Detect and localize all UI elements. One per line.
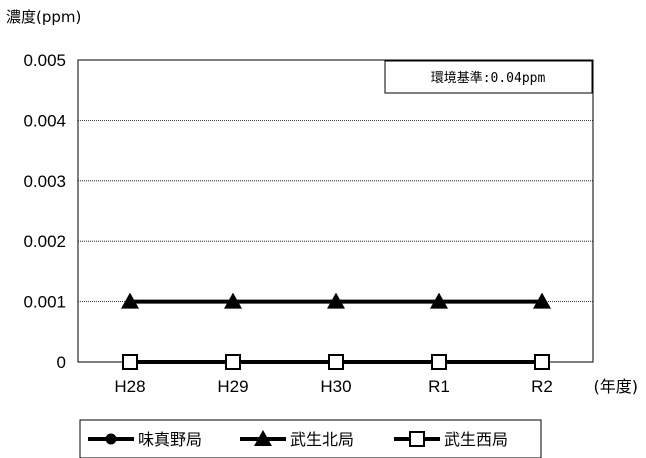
y-tick-label: 0.003 [23,172,66,191]
x-tick-label: R2 [531,377,553,396]
data-point-triangle [327,292,345,309]
data-point-square [225,354,241,370]
y-tick-label: 0.004 [23,111,66,130]
y-tick-labels: 0 0.001 0.002 0.003 0.004 0.005 [23,51,66,372]
data-point-triangle [121,292,139,309]
x-tick-label: R1 [428,377,450,396]
data-point-square [534,354,550,370]
gridlines [78,120,593,303]
legend-label: 武生西局 [444,430,508,449]
data-point-square [431,354,447,370]
legend-label: 武生北局 [290,430,354,449]
data-point-triangle [430,292,448,309]
data-point-square [328,354,344,370]
y-tick-label: 0.005 [23,51,66,70]
data-point-square [122,354,138,370]
series-triangle [121,292,551,309]
x-tick-label: H30 [320,377,351,396]
legend-label: 味真野局 [138,430,202,449]
y-axis-title: 濃度(ppm) [6,8,81,26]
data-point-triangle [533,292,551,309]
x-tick-label: H29 [217,377,248,396]
legend-marker-triangle [254,430,272,446]
y-tick-label: 0 [57,353,66,372]
series-square [122,354,550,370]
x-tick-label: H28 [114,377,145,396]
data-point-triangle [224,292,242,309]
legend-item: 味真野局 [88,430,202,449]
y-tick-label: 0.001 [23,293,66,312]
legend-marker-square [409,431,425,447]
plot-area [77,59,594,363]
legend-item: 武生北局 [240,430,354,449]
x-tick-labels: H28 H29 H30 R1 R2 [114,377,552,396]
series-layer [121,292,551,370]
x-axis-unit: (年度) [594,377,639,396]
y-tick-label: 0.002 [23,232,66,251]
legend [79,419,542,458]
legend-marker-circle [105,433,117,445]
annotation-text: 環境基準:0.04ppm [431,70,546,86]
annotation-box [384,60,593,94]
legend-items: 味真野局 武生北局 武生西局 [88,430,508,449]
legend-item: 武生西局 [394,430,508,449]
